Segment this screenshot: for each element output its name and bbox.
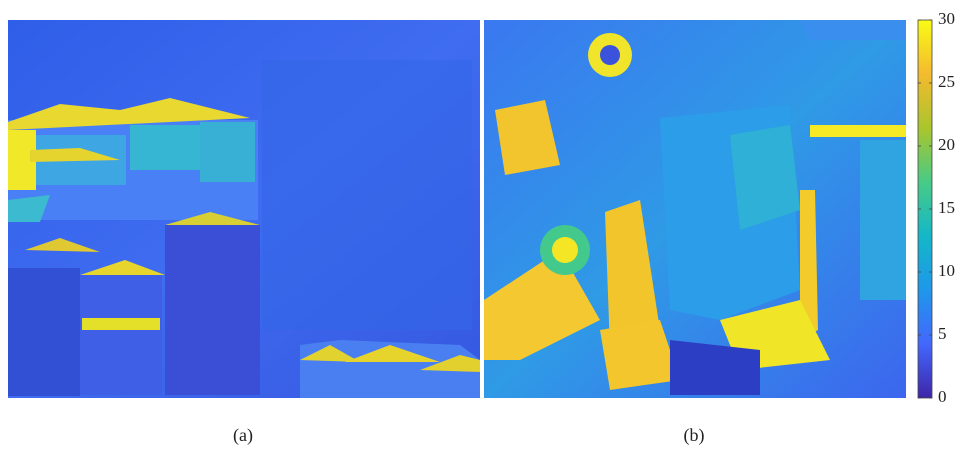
heatmap-b <box>484 20 906 398</box>
figure: 0 5 10 15 20 25 30 (a) (b) <box>0 0 974 462</box>
colorbar-tick-label: 5 <box>938 324 947 343</box>
panel-label: (a) <box>233 425 253 446</box>
colorbar-tick-label: 30 <box>938 9 955 28</box>
panel-label: (b) <box>684 425 705 446</box>
colorbar-tick-label: 15 <box>938 198 955 217</box>
colorbar-tick-label: 25 <box>938 72 955 91</box>
colorbar: 0 5 10 15 20 25 30 <box>918 9 955 406</box>
colorbar-tick-label: 10 <box>938 261 955 280</box>
colorbar-tick-label: 0 <box>938 387 947 406</box>
colorbar-tick-label: 20 <box>938 135 955 154</box>
heatmap-a <box>8 20 480 398</box>
